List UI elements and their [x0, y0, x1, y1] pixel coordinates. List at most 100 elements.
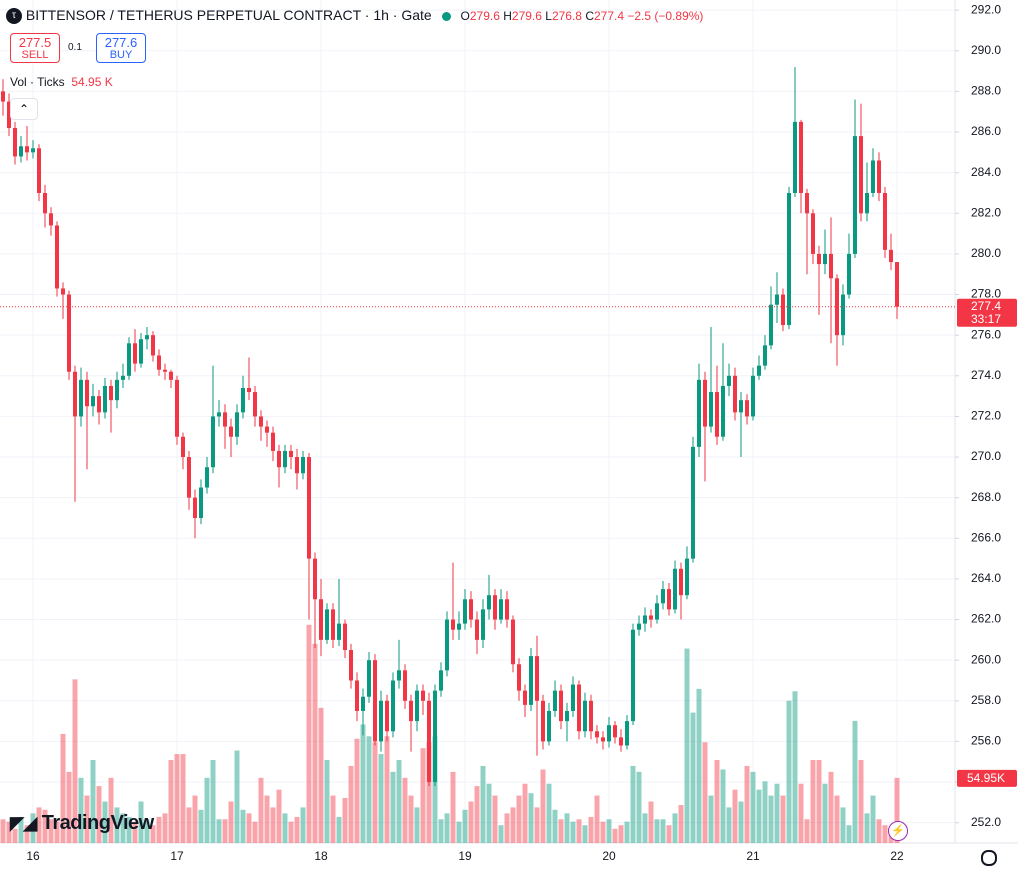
volume-bar	[72, 679, 78, 843]
volume-bar	[780, 795, 786, 843]
candle-body	[271, 432, 275, 451]
volume-bar	[636, 771, 642, 843]
candle-body	[595, 731, 599, 738]
candle-body	[715, 392, 719, 437]
symbol-title[interactable]: BITTENSOR / TETHERUS PERPETUAL CONTRACT …	[25, 7, 432, 23]
settings-button[interactable]	[981, 850, 997, 866]
volume-bar	[60, 733, 66, 843]
candle-body	[403, 670, 407, 701]
candle-body	[481, 609, 485, 640]
candle-body	[43, 192, 47, 214]
candle-body	[721, 385, 725, 437]
collapse-button[interactable]: ⌃	[10, 98, 38, 120]
volume-bar	[126, 816, 132, 843]
volume-bar	[300, 807, 306, 843]
candle-body	[865, 192, 869, 214]
volume-bar	[654, 819, 660, 843]
candle-body	[853, 136, 857, 254]
volume-bar	[774, 783, 780, 843]
candle-body	[121, 375, 125, 380]
volume-bar	[246, 813, 252, 843]
candle-body	[799, 121, 803, 193]
candle-body	[793, 121, 797, 193]
candle-body	[493, 595, 497, 620]
buy-button[interactable]: 277.6 BUY	[96, 33, 146, 63]
volume-bar	[540, 769, 546, 843]
volume-bar	[594, 795, 600, 843]
candle-body	[49, 213, 53, 226]
candle-body	[253, 392, 257, 417]
candle-body	[529, 656, 533, 705]
volume-bar	[252, 821, 258, 843]
candle-body	[115, 379, 119, 401]
legend-header: τ BITTENSOR / TETHERUS PERPETUAL CONTRAC…	[6, 7, 703, 25]
candle-body	[583, 700, 587, 732]
volume-bar	[216, 819, 222, 843]
candle-body	[1, 91, 5, 102]
volume-bar	[318, 707, 324, 843]
last-price-tag	[957, 298, 1017, 327]
volume-bar	[768, 795, 774, 843]
y-tick-label: 262.0	[971, 612, 1001, 626]
sell-button[interactable]: 277.5 SELL	[10, 33, 60, 63]
volume-bar	[720, 769, 726, 843]
volume-bar	[360, 724, 366, 843]
volume-bar	[528, 793, 534, 843]
candle-body	[13, 127, 17, 157]
volume-bar	[144, 819, 150, 843]
candle-body	[619, 737, 623, 746]
volume-bar	[426, 742, 432, 843]
candle-body	[649, 615, 653, 620]
volume-bar	[684, 648, 690, 843]
candle-body	[379, 700, 383, 742]
y-tick-label: 290.0	[971, 43, 1001, 57]
volume-bar	[816, 760, 822, 843]
volume-bar	[90, 760, 96, 843]
candle-body	[133, 343, 137, 364]
candle-body	[787, 192, 791, 326]
volume-legend-title: Vol · Ticks	[10, 75, 65, 89]
volume-bar	[306, 624, 312, 843]
volume-bar	[738, 801, 744, 843]
y-tick-label: 258.0	[971, 693, 1001, 707]
volume-bar	[498, 825, 504, 843]
volume-bar	[864, 813, 870, 843]
candle-body	[127, 343, 131, 376]
candle-body	[697, 379, 701, 447]
volume-bar	[450, 771, 456, 843]
candle-body	[355, 680, 359, 711]
candle-body	[817, 253, 821, 265]
volume-bar	[348, 765, 354, 843]
ohlc-letter: L	[545, 9, 552, 23]
y-tick-label: 260.0	[971, 652, 1001, 666]
candle-body	[19, 146, 23, 157]
candle-body	[679, 568, 683, 596]
candle-body	[505, 599, 509, 620]
volume-bar	[792, 691, 798, 843]
candle-body	[421, 690, 425, 701]
volume-bar	[324, 760, 330, 843]
candle-body	[223, 412, 227, 427]
candle-body	[577, 684, 581, 732]
volume-bar	[696, 688, 702, 843]
volume-bar	[402, 777, 408, 843]
volume-bar	[156, 816, 162, 843]
volume-bar	[336, 816, 342, 843]
volume-bar	[162, 813, 168, 843]
volume-bar	[42, 809, 48, 843]
volume-bar	[282, 813, 288, 843]
volume-bar	[78, 777, 84, 843]
y-tick-label: 280.0	[971, 246, 1001, 260]
candle-body	[259, 416, 263, 427]
volume-bar	[798, 783, 804, 843]
volume-bar	[396, 760, 402, 843]
candle-body	[823, 253, 827, 265]
candle-body	[883, 192, 887, 250]
candle-body	[67, 294, 71, 372]
volume-bar	[546, 783, 552, 843]
candle-body	[829, 253, 833, 279]
buy-label: BUY	[109, 49, 133, 61]
alert-icon[interactable]: ⚡	[888, 821, 908, 841]
volume-bar	[876, 819, 882, 843]
